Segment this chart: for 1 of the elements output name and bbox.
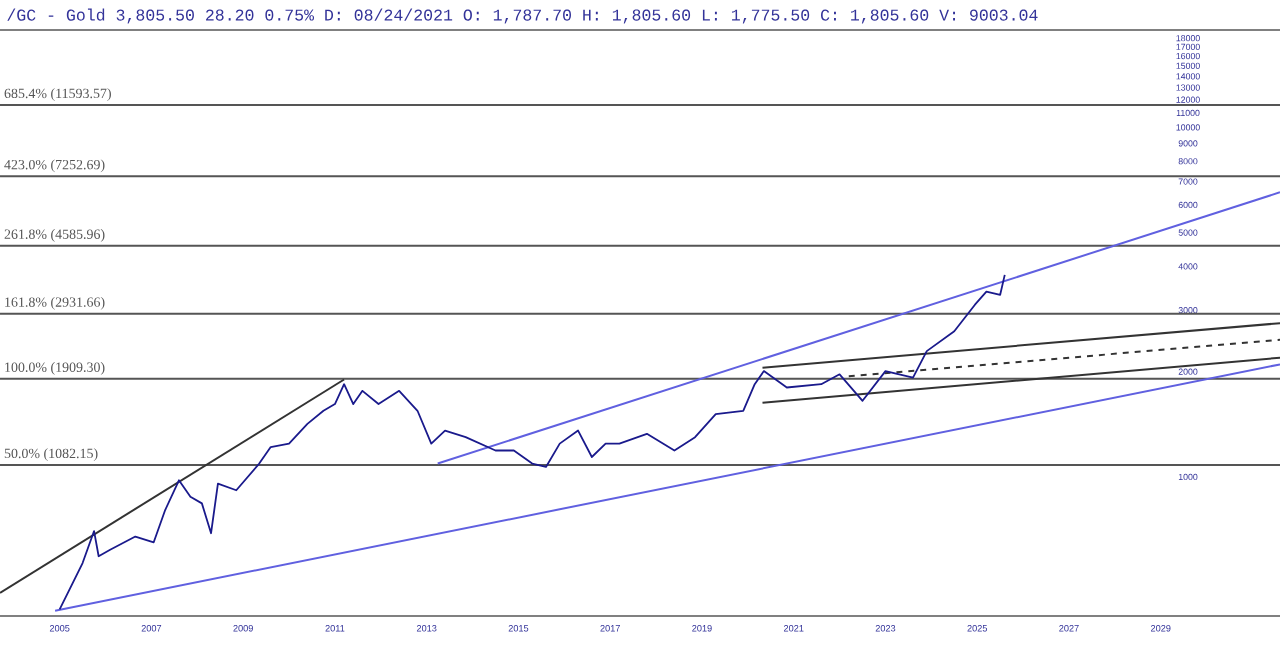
chart-title: /GC - Gold 3,805.50 28.20 0.75% D: 08/24/2021 O: 1,787.70 H: 1,805.60 L: 1,775.50 C: 1,805.60 V: 9003.04 (7, 8, 1038, 24)
